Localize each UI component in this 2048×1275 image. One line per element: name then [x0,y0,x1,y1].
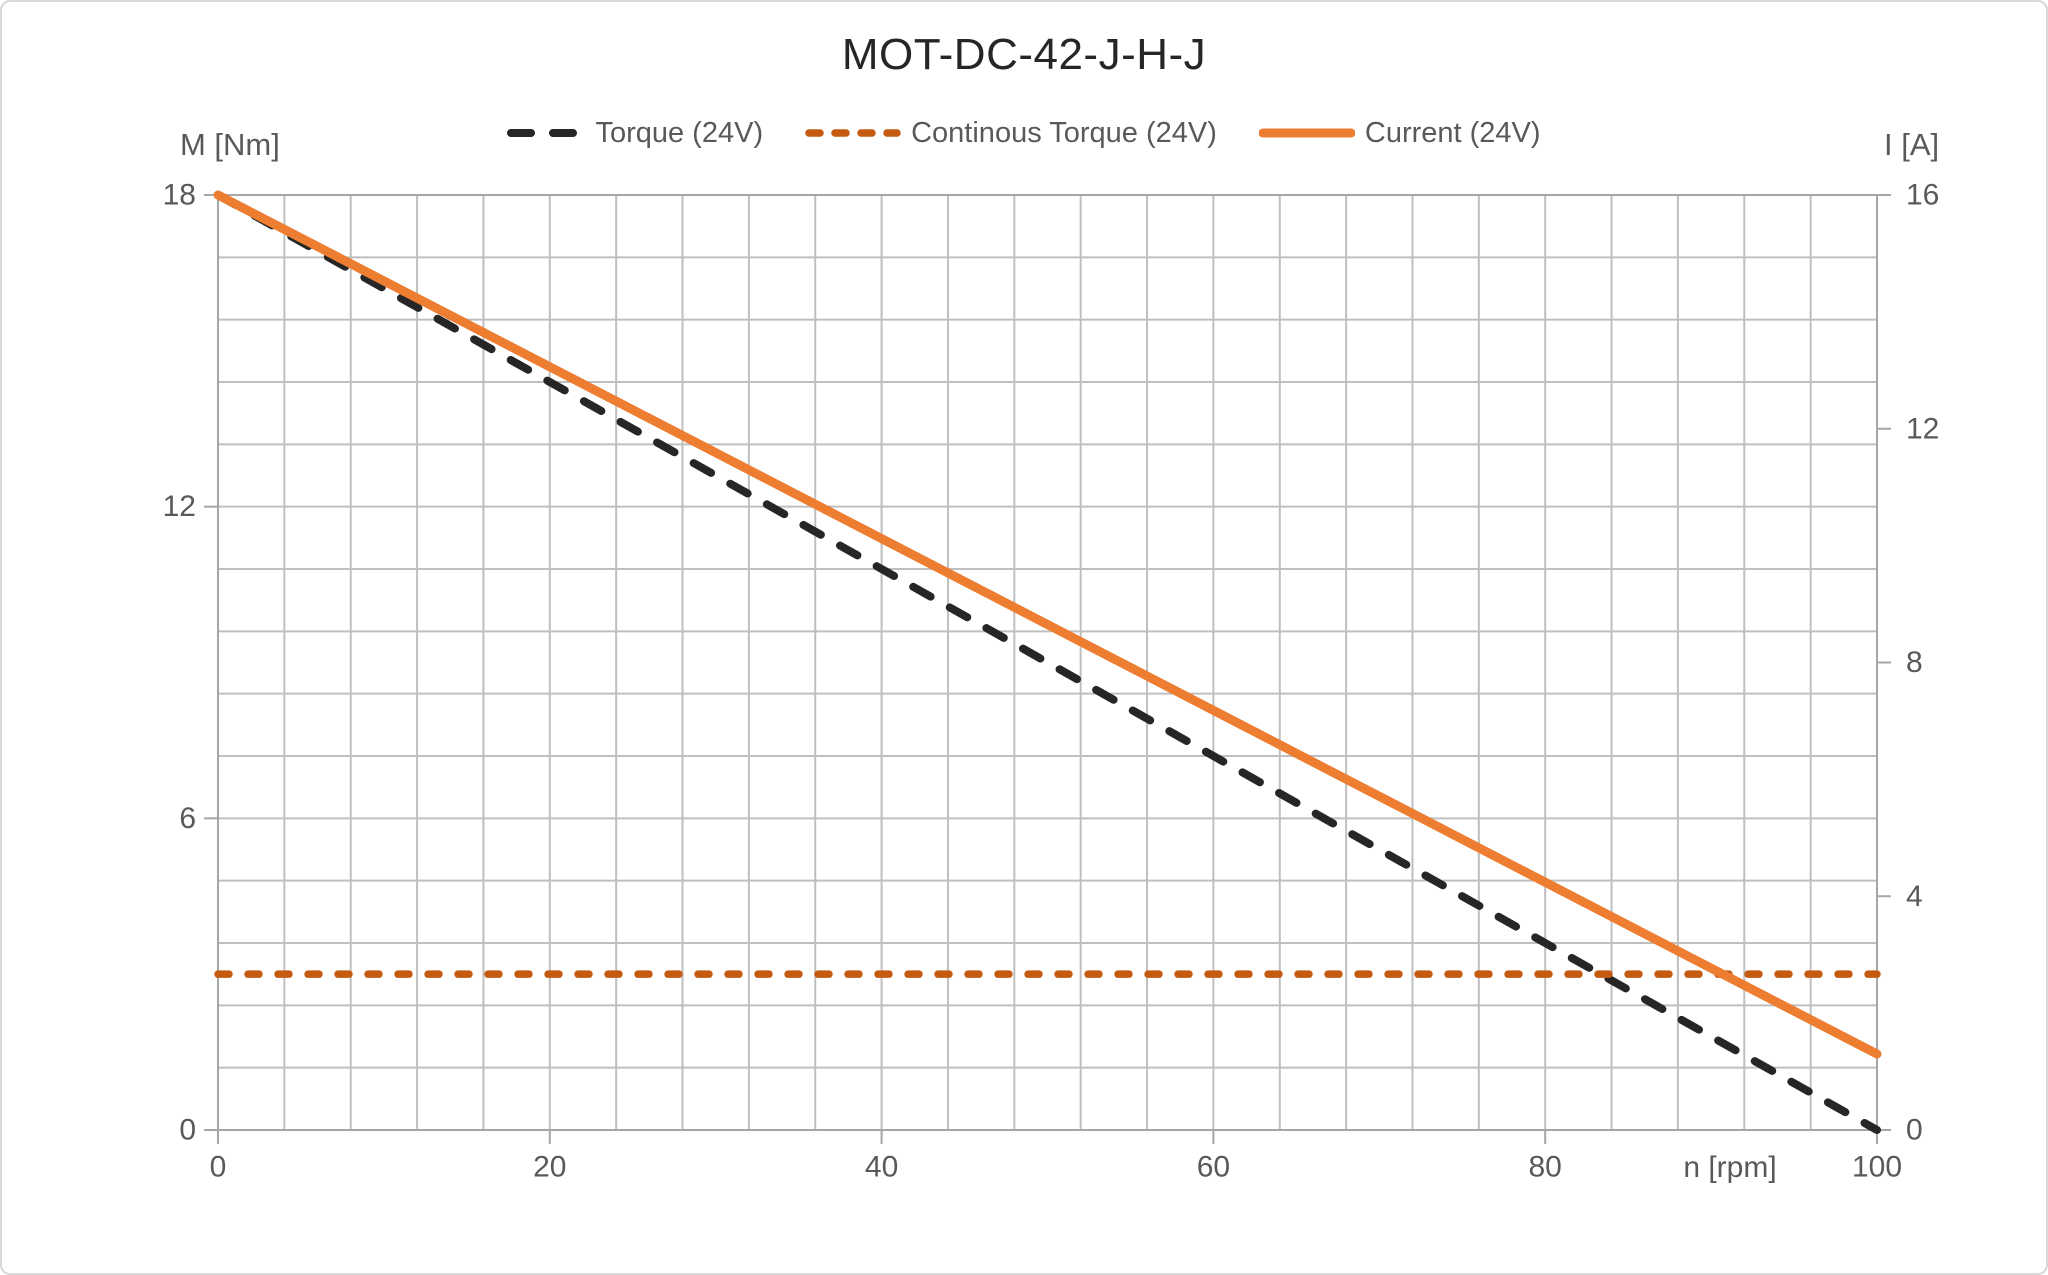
right-tick-labels: 16 12 8 4 0 [1906,179,1939,1147]
right-tick-label: 12 [1906,412,1939,445]
x-axis-title: n [rpm] [1683,1151,1777,1184]
left-axis-title: M [Nm] [180,127,280,162]
chart-title: MOT-DC-42-J-H-J [841,30,1207,79]
x-tick-labels: 0 20 40 60 80 100 [210,1151,1902,1184]
x-tick-label: 20 [533,1151,566,1184]
x-tick-label: 0 [210,1151,227,1184]
x-tick-label: 60 [1197,1151,1230,1184]
left-tick-label: 0 [179,1114,196,1147]
continous-torque-dashed-line-swatch [805,129,901,137]
legend-label-torque: Torque (24V) [595,116,764,149]
current-solid-line-swatch [1258,128,1355,138]
legend-item-continous-torque: Continous Torque (24V) [805,117,1217,150]
current-24v-line [213,190,1882,1059]
right-axis-title: I [A] [1884,127,1940,162]
left-tick-label: 6 [179,802,196,835]
series-lines [213,190,1882,1134]
right-tick-label: 16 [1906,179,1939,212]
right-tick-label: 8 [1906,646,1923,679]
right-tick-label: 0 [1906,1114,1923,1147]
legend-item-torque: Torque (24V) [507,117,763,150]
x-tick-label: 40 [865,1151,898,1184]
x-tick-label: 100 [1852,1151,1902,1184]
legend-label-continous-torque: Continous Torque (24V) [911,116,1217,149]
left-tick-label: 18 [163,179,196,212]
axes [204,194,1891,1144]
torque-24v-line [214,191,1881,1134]
legend: Torque (24V) Continous Torque (24V) Curr… [0,115,2048,151]
left-tick-labels: 18 12 6 0 [163,179,196,1147]
right-tick-label: 4 [1906,880,1923,913]
left-tick-label: 12 [163,490,196,523]
torque-dashed-line-swatch [507,129,584,137]
x-tick-label: 80 [1529,1151,1562,1184]
legend-label-current: Current (24V) [1364,116,1541,149]
legend-item-current: Current (24V) [1258,116,1541,150]
